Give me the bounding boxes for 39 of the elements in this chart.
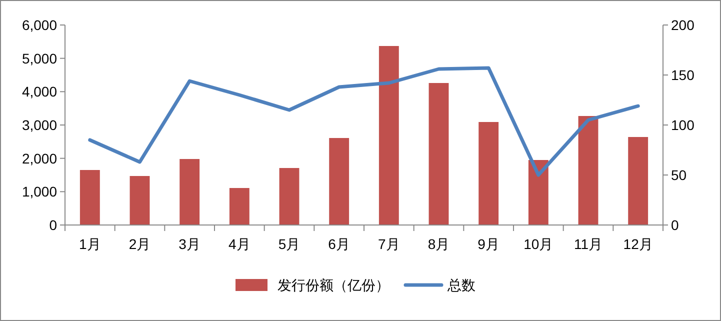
bar bbox=[329, 138, 350, 225]
x-tick-label: 7月 bbox=[378, 236, 400, 252]
y-tick-label: 5,000 bbox=[22, 50, 58, 66]
line-series bbox=[88, 66, 640, 177]
bar bbox=[578, 116, 598, 225]
x-tick-label: 2月 bbox=[128, 236, 151, 252]
y2-tick-label: 200 bbox=[671, 17, 695, 33]
bar bbox=[229, 188, 250, 225]
x-tick-label: 6月 bbox=[328, 236, 350, 252]
x-tick-label: 1月 bbox=[79, 236, 101, 252]
x-tick-label: 4月 bbox=[228, 236, 250, 252]
y-tick-label: 1,000 bbox=[22, 184, 58, 200]
y2-tick-label: 0 bbox=[671, 217, 679, 233]
y-tick-label: 2,000 bbox=[22, 150, 58, 166]
bar bbox=[428, 83, 449, 225]
x-tick-label: 11月 bbox=[574, 236, 603, 252]
bar bbox=[180, 159, 200, 225]
y-tick-label: 6,000 bbox=[22, 17, 58, 33]
x-tick-label: 9月 bbox=[478, 236, 500, 252]
bar bbox=[628, 137, 648, 225]
x-tick-label: 8月 bbox=[428, 236, 450, 252]
bar bbox=[378, 46, 399, 225]
bar bbox=[478, 122, 499, 225]
y2-tick-label: 50 bbox=[671, 167, 687, 183]
legend-label: 发行份额（亿份） bbox=[278, 277, 390, 293]
bar bbox=[80, 170, 100, 225]
y-tick-label: 3,000 bbox=[22, 117, 58, 133]
x-tick-label: 5月 bbox=[278, 236, 300, 252]
bar bbox=[528, 160, 548, 225]
y2-tick-label: 150 bbox=[671, 67, 695, 83]
x-tick-label: 3月 bbox=[178, 236, 200, 252]
legend-label: 总数 bbox=[446, 277, 476, 293]
y-tick-label: 0 bbox=[49, 217, 58, 233]
x-tick-label: 12月 bbox=[623, 236, 653, 252]
y-tick-label: 4,000 bbox=[22, 84, 58, 100]
bar bbox=[130, 176, 150, 225]
x-tick-label: 10月 bbox=[524, 236, 554, 252]
y2-tick-label: 100 bbox=[671, 117, 695, 133]
bar bbox=[279, 168, 300, 225]
